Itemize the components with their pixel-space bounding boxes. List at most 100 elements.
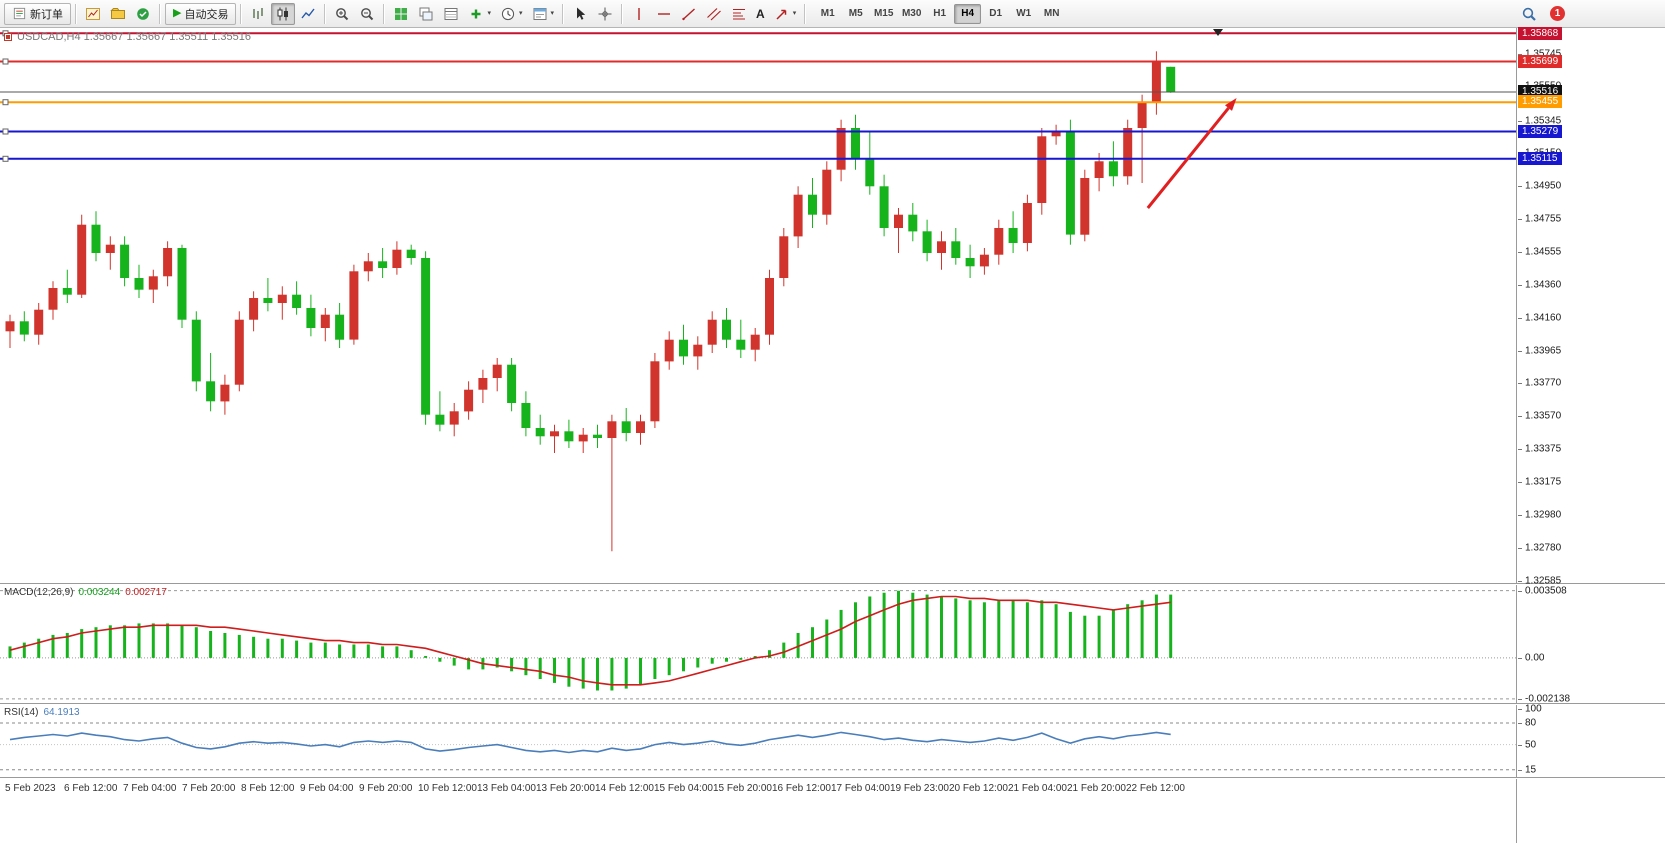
timeframe-H1-button[interactable]: H1 (926, 4, 953, 24)
candlestick-chart-type-button[interactable] (271, 2, 296, 25)
price-tag: 1.35699 (1518, 54, 1563, 68)
channel-tool-button[interactable] (702, 3, 726, 25)
timeframe-M1-button[interactable]: M1 (814, 4, 841, 24)
cursor-icon (572, 6, 588, 22)
rsi-scale-label: 80 (1525, 717, 1537, 729)
timeframe-W1-button[interactable]: W1 (1010, 4, 1037, 24)
time-label: 15 Feb 20:00 (713, 783, 772, 794)
tile-windows-button[interactable] (389, 3, 413, 25)
profiles-button[interactable] (106, 3, 130, 25)
rsi-svg (0, 722, 1516, 771)
timeframe-M30-button[interactable]: M30 (898, 4, 925, 24)
channel-icon (706, 6, 722, 22)
chart-symbol-icon (4, 33, 12, 41)
horizontal-line-tool-button[interactable] (652, 3, 676, 25)
scroll-marker-icon[interactable] (1213, 29, 1223, 36)
time-label: 9 Feb 04:00 (300, 783, 354, 794)
hline-handle[interactable] (2, 155, 9, 162)
symbol-ohlc-label: USDCAD,H4 1.35667 1.35667 1.35511 1.3551… (4, 31, 251, 43)
time-label: 10 Feb 12:00 (418, 783, 477, 794)
profiles-folder-icon (110, 6, 126, 22)
rsi-scale-label: 100 (1525, 703, 1542, 715)
chevron-down-icon: ▾ (550, 10, 555, 17)
chart-stack: USDCAD,H4 1.35667 1.35667 1.35511 1.3551… (0, 27, 1665, 843)
time-label: 19 Feb 23:00 (890, 783, 949, 794)
time-scale[interactable]: 5 Feb 2023 6 Feb 12:00 7 Feb 04:00 7 Feb 20… (0, 779, 1517, 843)
macd-scale[interactable]: 0.003508 0.00 -0.002138 (1518, 585, 1665, 704)
toolbar-separator (159, 3, 161, 24)
fibonacci-tool-button[interactable] (727, 3, 751, 25)
macd-scale-tick (1518, 698, 1522, 700)
market-watch-button[interactable] (131, 3, 155, 25)
price-chart-svg (0, 29, 1516, 552)
price-tag: 1.35455 (1518, 95, 1563, 109)
price-scale-tick (1518, 318, 1522, 319)
vertical-line-tool-button[interactable] (627, 3, 651, 25)
arrows-tool-button[interactable]: ▾ (770, 3, 801, 25)
fibonacci-icon (731, 6, 747, 22)
price-scale-tick (1518, 482, 1522, 484)
price-scale-tick (1518, 548, 1522, 549)
toolbar-separator (562, 3, 565, 24)
rsi-scale-corner: 100 80 50 15 (1518, 703, 1665, 777)
price-scale-tick (1518, 284, 1522, 286)
crosshair-tool-button[interactable] (593, 3, 617, 25)
time-label: 8 Feb 12:00 (241, 783, 295, 794)
price-tag: 1.35115 (1518, 151, 1562, 165)
new-chart-button[interactable] (81, 3, 105, 25)
play-icon: ▶ (173, 7, 182, 19)
candles-group (5, 51, 1176, 552)
time-label: 5 Feb 2023 (5, 783, 56, 794)
rsi-name: RSI(14) (4, 707, 39, 718)
timeframe-D1-button[interactable]: D1 (982, 4, 1009, 24)
cursor-tool-button[interactable] (568, 3, 592, 25)
macd-scale-tick (1518, 590, 1522, 592)
rsi-line (9, 731, 1171, 754)
timeframe-MN-button[interactable]: MN (1038, 4, 1065, 24)
line-chart-type-button[interactable] (296, 3, 320, 25)
price-chart-area[interactable]: USDCAD,H4 1.35667 1.35667 1.35511 1.3551… (0, 28, 1517, 583)
rsi-scale-tick (1518, 744, 1522, 746)
time-label: 14 Feb 12:00 (595, 783, 654, 794)
trendline-tool-button[interactable] (677, 3, 701, 25)
indicators-button[interactable]: ▾ (464, 3, 495, 25)
hline-handle[interactable] (2, 128, 9, 135)
macd-chart-area[interactable]: MACD(12,26,9) 0.003244 0.002717 (0, 585, 1517, 703)
price-scale[interactable]: 1.357451.355501.353451.351501.349501.347… (1518, 27, 1665, 586)
notification-badge[interactable]: 1 (1550, 6, 1565, 21)
chevron-down-icon: ▾ (518, 10, 523, 17)
new-order-button[interactable]: 新订单 (4, 2, 71, 25)
trendline-icon (681, 6, 697, 22)
time-label: 22 Feb 12:00 (1126, 783, 1185, 794)
price-scale-label: 1.35745 (1525, 48, 1561, 59)
hline-handle[interactable] (2, 99, 9, 106)
tile-windows-icon (393, 6, 409, 22)
cascade-windows-button[interactable] (414, 3, 438, 25)
toolbar-separator (240, 3, 243, 24)
periods-button[interactable]: ▾ (496, 3, 527, 25)
templates-button[interactable]: ▾ (528, 3, 559, 25)
time-label: 21 Feb 20:00 (1067, 783, 1126, 794)
zoom-in-button[interactable] (330, 3, 354, 25)
zoom-out-button[interactable] (355, 3, 379, 25)
hline-handle[interactable] (2, 58, 9, 65)
price-scale-tick (1518, 416, 1522, 418)
rsi-scale-tick (1518, 723, 1522, 724)
auto-trading-button[interactable]: ▶ 自动交易 (165, 2, 237, 25)
macd-histogram (8, 590, 1173, 691)
timeframe-M15-button[interactable]: M15 (870, 4, 897, 24)
search-icon (1521, 6, 1537, 22)
toolbar-separator (383, 3, 386, 24)
price-scale-label: 1.34950 (1525, 180, 1562, 192)
price-scale-label: 1.33770 (1525, 377, 1562, 389)
bar-chart-type-button[interactable] (246, 3, 270, 25)
macd-scale-tick (1518, 657, 1522, 659)
timeframe-H4-button[interactable]: H4 (954, 3, 982, 24)
rsi-chart-area[interactable]: RSI(14) 64.1913 (0, 705, 1517, 777)
trend-arrow[interactable] (1146, 98, 1237, 209)
data-window-button[interactable] (439, 3, 463, 25)
text-tool-button[interactable]: A (752, 3, 769, 25)
order-ticket-icon (12, 6, 27, 21)
search-button[interactable] (1517, 3, 1541, 25)
timeframe-M5-button[interactable]: M5 (842, 4, 869, 24)
